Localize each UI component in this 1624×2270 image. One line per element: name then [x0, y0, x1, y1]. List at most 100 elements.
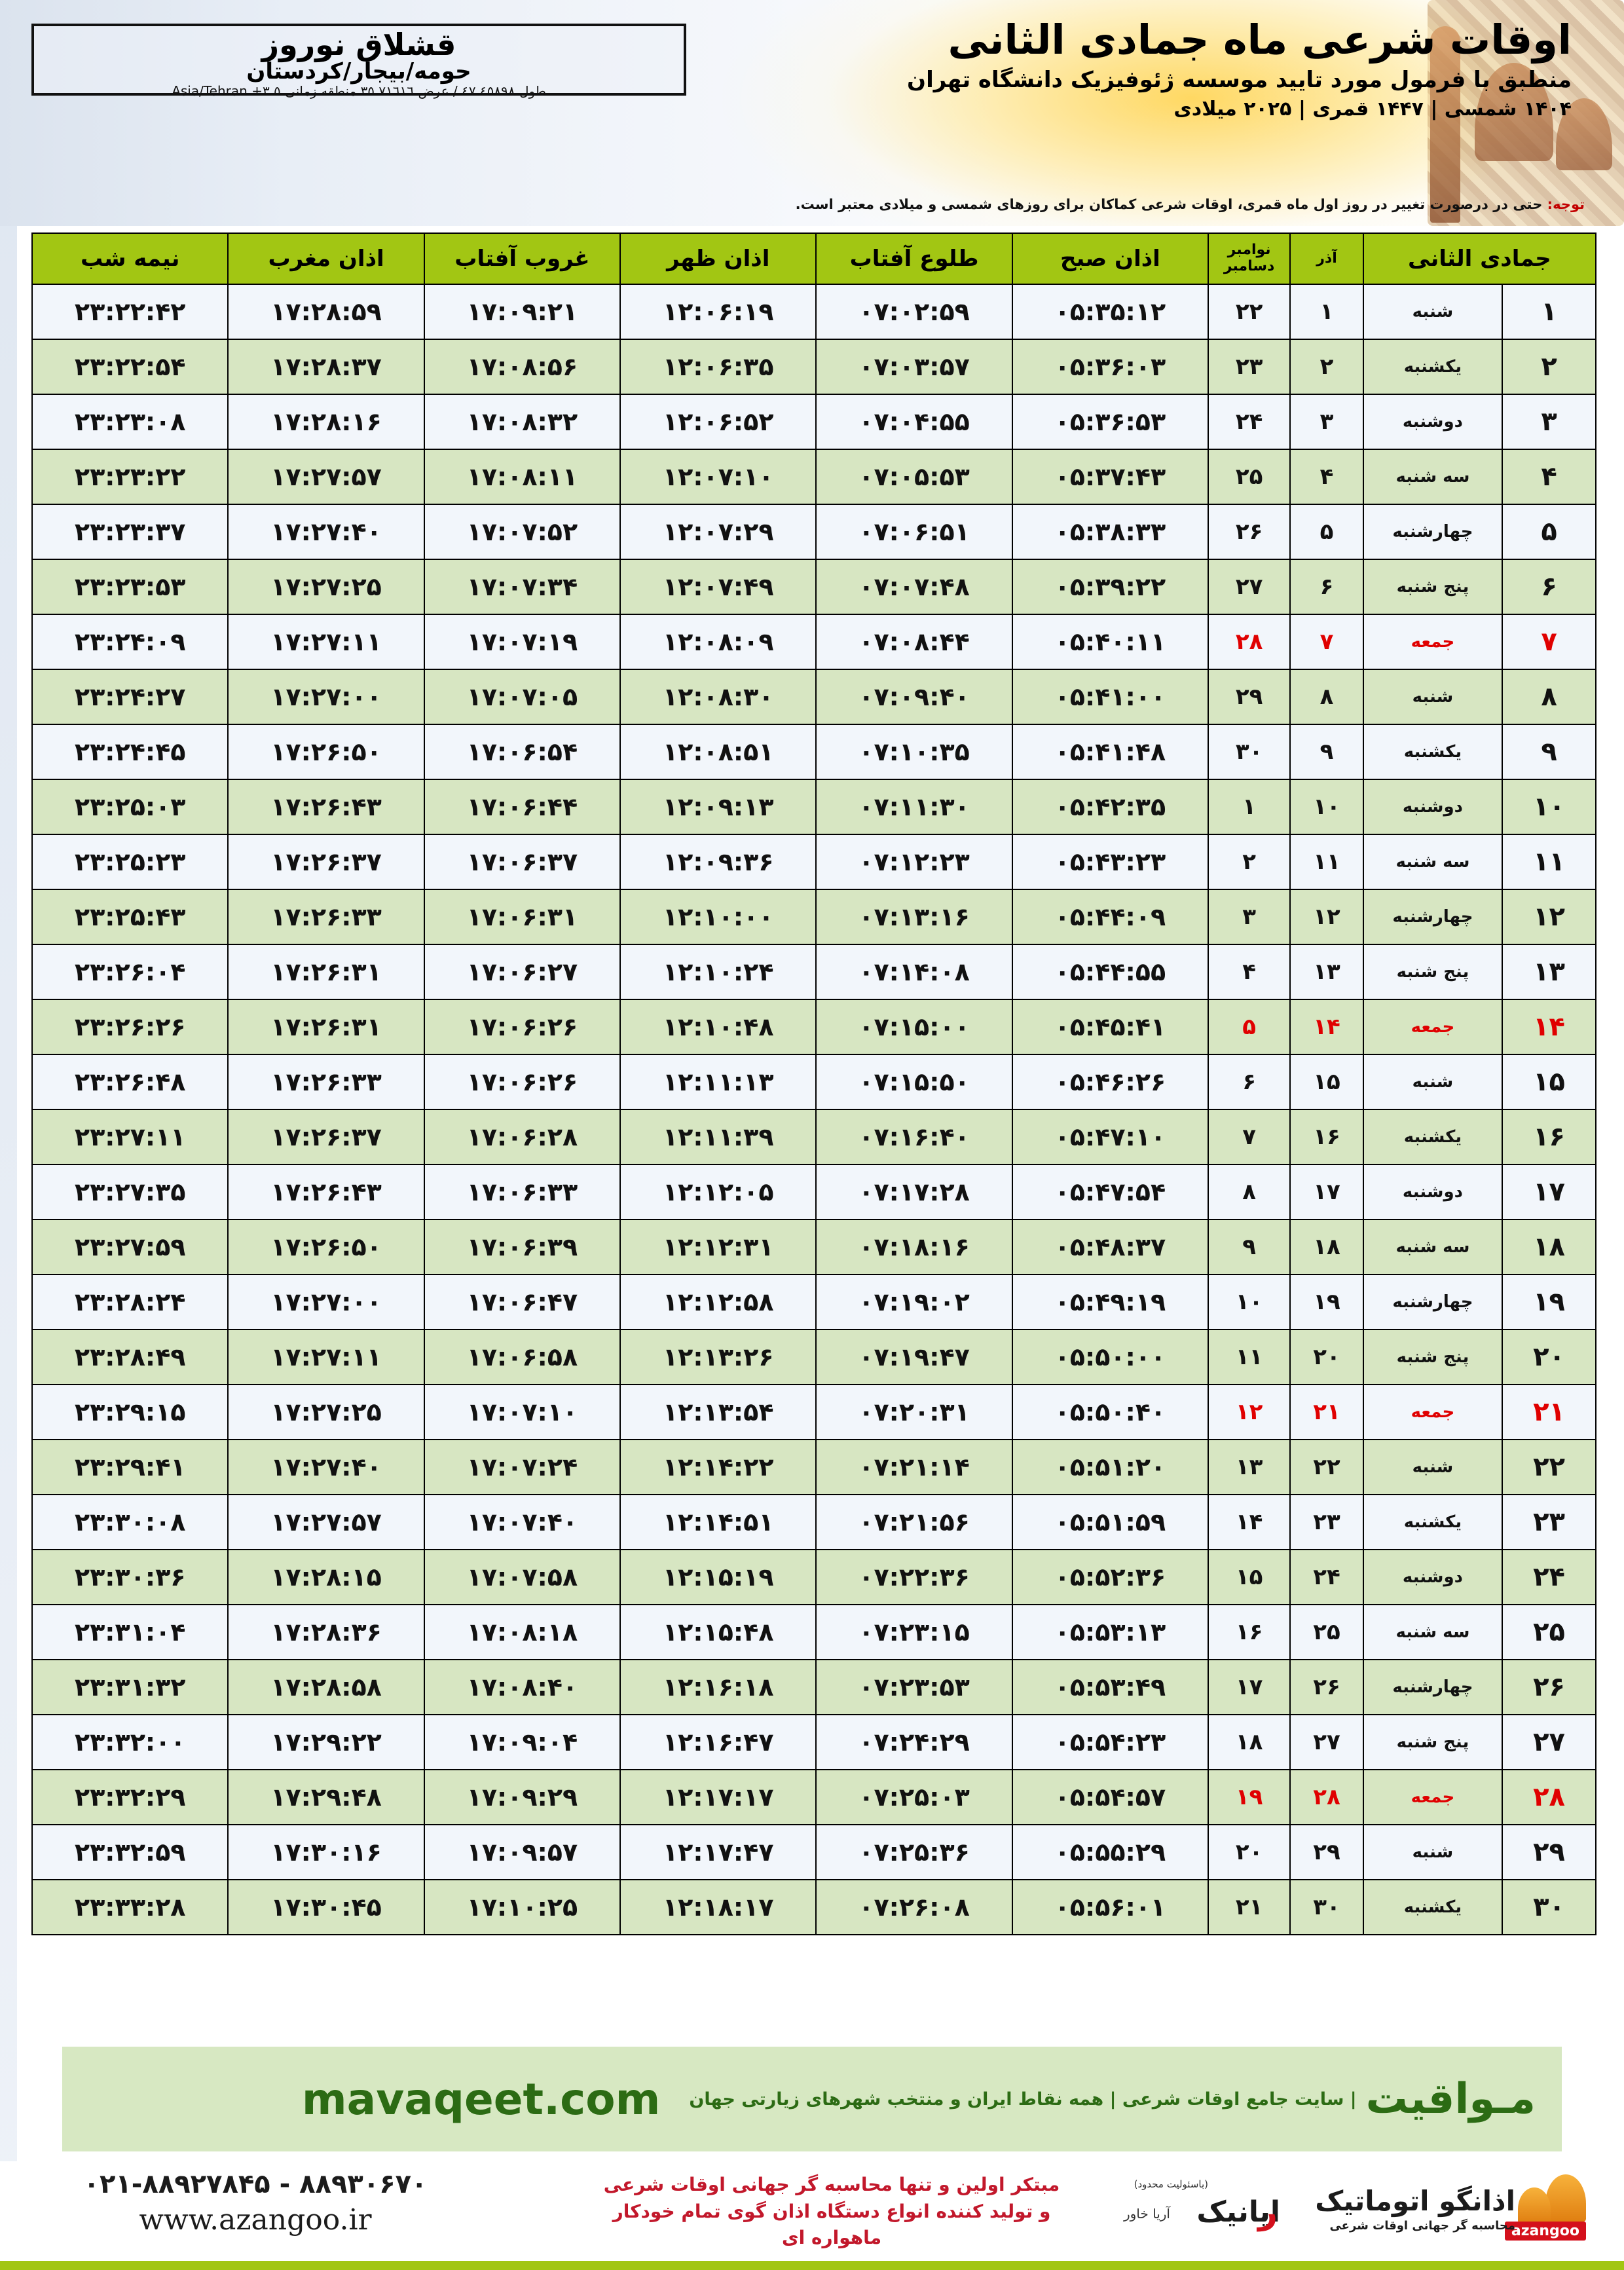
time-fajr: ۰۵:۴۸:۳۷	[1011, 1219, 1209, 1275]
date-azar: ۲۹	[1289, 1824, 1364, 1880]
date-azar: ۱	[1289, 284, 1364, 340]
mosque-dome-icon	[1545, 2174, 1586, 2222]
time-fajr: ۰۵:۵۲:۳۶	[1011, 1549, 1209, 1605]
time-sunrise: ۰۷:۱۵:۰۰	[815, 999, 1013, 1055]
time-fajr: ۰۵:۳۷:۴۳	[1011, 449, 1209, 505]
day-number-jomadi: ۲۹	[1502, 1824, 1596, 1880]
day-number-jomadi: ۱۳	[1502, 944, 1596, 1000]
time-sunrise: ۰۷:۰۹:۴۰	[815, 669, 1013, 725]
col-header-maghrib: اذان مغرب	[227, 233, 425, 285]
day-number-jomadi: ۲۴	[1502, 1549, 1596, 1605]
time-dhuhr: ۱۲:۱۷:۱۷	[619, 1769, 817, 1825]
time-midnight: ۲۳:۲۵:۲۳	[31, 834, 229, 890]
left-edge-strip	[0, 0, 17, 2270]
day-number-jomadi: ۱۲	[1502, 889, 1596, 945]
time-maghrib: ۱۷:۲۶:۴۳	[227, 779, 425, 835]
time-fajr: ۰۵:۴۹:۱۹	[1011, 1274, 1209, 1330]
day-number-jomadi: ۴	[1502, 449, 1596, 505]
time-sunset: ۱۷:۰۷:۲۴	[423, 1439, 621, 1495]
table-row: ۱۶ یکشنبه ۱۶ ۷ ۰۵:۴۷:۱۰ ۰۷:۱۶:۴۰ ۱۲:۱۱:۳۹ ۱۷:۰۶…	[31, 1109, 1596, 1165]
time-dhuhr: ۱۲:۰۶:۵۲	[619, 394, 817, 450]
time-midnight: ۲۳:۳۲:۵۹	[31, 1824, 229, 1880]
table-row: ۲۳ یکشنبه ۲۳ ۱۴ ۰۵:۵۱:۵۹ ۰۷:۲۱:۵۶ ۱۲:۱۴:۵۱ ۱۷:۰…	[31, 1494, 1596, 1550]
time-sunrise: ۰۷:۲۰:۳۱	[815, 1384, 1013, 1440]
time-dhuhr: ۱۲:۰۸:۵۱	[619, 724, 817, 780]
day-number-jomadi: ۱	[1502, 284, 1596, 340]
time-midnight: ۲۳:۲۴:۲۷	[31, 669, 229, 725]
time-maghrib: ۱۷:۲۶:۳۳	[227, 1054, 425, 1110]
time-maghrib: ۱۷:۲۷:۵۷	[227, 1494, 425, 1550]
table-row: ۲۸ جمعه ۲۸ ۱۹ ۰۵:۵۴:۵۷ ۰۷:۲۵:۰۳ ۱۲:۱۷:۱۷ ۱۷:۰۹:…	[31, 1769, 1596, 1825]
time-dhuhr: ۱۲:۱۴:۵۱	[619, 1494, 817, 1550]
time-sunset: ۱۷:۰۶:۲۶	[423, 999, 621, 1055]
col-header-fajr: اذان صبح	[1011, 233, 1209, 285]
page-title: اوقات شرعی ماه جمادی الثانی	[948, 16, 1572, 64]
time-sunrise: ۰۷:۱۹:۴۷	[815, 1329, 1013, 1385]
time-sunrise: ۰۷:۰۲:۵۹	[815, 284, 1013, 340]
date-azar: ۲۶	[1289, 1659, 1364, 1715]
day-number-jomadi: ۱۹	[1502, 1274, 1596, 1330]
time-maghrib: ۱۷:۲۷:۲۵	[227, 1384, 425, 1440]
table-row: ۱۵ شنبه ۱۵ ۶ ۰۵:۴۶:۲۶ ۰۷:۱۵:۵۰ ۱۲:۱۱:۱۳ ۱۷:۰۶:۲…	[31, 1054, 1596, 1110]
weekday-name: چهارشنبه	[1362, 1274, 1504, 1330]
time-maghrib: ۱۷:۳۰:۴۵	[227, 1879, 425, 1935]
time-sunrise: ۰۷:۱۹:۰۲	[815, 1274, 1013, 1330]
time-midnight: ۲۳:۲۶:۲۶	[31, 999, 229, 1055]
time-maghrib: ۱۷:۲۷:۵۷	[227, 449, 425, 505]
rayanic-red-letter: ر	[1258, 2193, 1278, 2232]
date-gregorian: ۱۸	[1208, 1714, 1291, 1770]
day-number-jomadi: ۶	[1502, 559, 1596, 615]
time-fajr: ۰۵:۵۵:۲۹	[1011, 1824, 1209, 1880]
time-midnight: ۲۳:۲۹:۴۱	[31, 1439, 229, 1495]
time-sunrise: ۰۷:۲۵:۳۶	[815, 1824, 1013, 1880]
date-gregorian: ۲۷	[1208, 559, 1291, 615]
date-azar: ۲۳	[1289, 1494, 1364, 1550]
table-row: ۵ چهارشنبه ۵ ۲۶ ۰۵:۳۸:۳۳ ۰۷:۰۶:۵۱ ۱۲:۰۷:۲۹ ۱۷:۰…	[31, 504, 1596, 560]
table-row: ۲۶ چهارشنبه ۲۶ ۱۷ ۰۵:۵۳:۴۹ ۰۷:۲۳:۵۳ ۱۲:۱۶:۱۸ ۱۷…	[31, 1659, 1596, 1715]
time-fajr: ۰۵:۳۸:۳۳	[1011, 504, 1209, 560]
date-azar: ۷	[1289, 614, 1364, 670]
date-gregorian: ۱	[1208, 779, 1291, 835]
time-sunset: ۱۷:۰۶:۲۶	[423, 1054, 621, 1110]
time-fajr: ۰۵:۵۱:۵۹	[1011, 1494, 1209, 1550]
time-sunset: ۱۷:۰۸:۵۶	[423, 339, 621, 395]
day-number-jomadi: ۱۸	[1502, 1219, 1596, 1275]
azangoo-tagline: محاسبه گر جهانی اوقات شرعی	[1329, 2219, 1515, 2233]
date-azar: ۱۰	[1289, 779, 1364, 835]
date-gregorian: ۳	[1208, 889, 1291, 945]
time-midnight: ۲۳:۲۳:۲۲	[31, 449, 229, 505]
rayanic-aria-label: آریا خاور	[1123, 2206, 1170, 2222]
promo-brand-fa: مـواقیت	[1365, 2075, 1536, 2123]
website-link[interactable]: www.azangoo.ir	[139, 2203, 372, 2237]
time-sunset: ۱۷:۰۶:۳۹	[423, 1219, 621, 1275]
date-azar: ۱۹	[1289, 1274, 1364, 1330]
time-fajr: ۰۵:۴۰:۱۱	[1011, 614, 1209, 670]
day-number-jomadi: ۲۷	[1502, 1714, 1596, 1770]
weekday-name: یکشنبه	[1362, 724, 1504, 780]
city-region: حومه/بیجار/کردستان	[246, 58, 471, 84]
footer-slogan-line2: و تولید کننده انواع دستگاه اذان گوی تمام…	[612, 2200, 1051, 2249]
time-maghrib: ۱۷:۲۸:۱۶	[227, 394, 425, 450]
time-sunset: ۱۷:۰۶:۵۸	[423, 1329, 621, 1385]
time-maghrib: ۱۷:۲۶:۵۰	[227, 1219, 425, 1275]
table-row: ۴ سه شنبه ۴ ۲۵ ۰۵:۳۷:۴۳ ۰۷:۰۵:۵۳ ۱۲:۰۷:۱۰ ۱۷:۰۸…	[31, 449, 1596, 505]
time-dhuhr: ۱۲:۱۵:۱۹	[619, 1549, 817, 1605]
day-number-jomadi: ۱۵	[1502, 1054, 1596, 1110]
weekday-name: شنبه	[1362, 669, 1504, 725]
time-fajr: ۰۵:۵۳:۱۳	[1011, 1604, 1209, 1660]
weekday-name: دوشنبه	[1362, 779, 1504, 835]
time-maghrib: ۱۷:۲۸:۳۷	[227, 339, 425, 395]
promo-tagline: | سایت جامع اوقات شرعی | همه نقاط ایران …	[689, 2089, 1357, 2110]
azangoo-wordmark: اذانگو اتوماتیک	[1315, 2185, 1515, 2217]
time-dhuhr: ۱۲:۰۷:۱۰	[619, 449, 817, 505]
date-gregorian: ۴	[1208, 944, 1291, 1000]
time-fajr: ۰۵:۴۵:۴۱	[1011, 999, 1209, 1055]
time-midnight: ۲۳:۳۰:۳۶	[31, 1549, 229, 1605]
calendar-years: ۱۴۰۴ شمسی | ۱۴۴۷ قمری | ۲۰۲۵ میلادی	[1173, 97, 1572, 121]
time-sunrise: ۰۷:۰۵:۵۳	[815, 449, 1013, 505]
time-dhuhr: ۱۲:۰۸:۳۰	[619, 669, 817, 725]
time-midnight: ۲۳:۳۲:۲۹	[31, 1769, 229, 1825]
time-sunrise: ۰۷:۲۱:۵۶	[815, 1494, 1013, 1550]
time-dhuhr: ۱۲:۱۰:۴۸	[619, 999, 817, 1055]
promo-brand-en[interactable]: mavaqeet.com	[301, 2074, 661, 2125]
